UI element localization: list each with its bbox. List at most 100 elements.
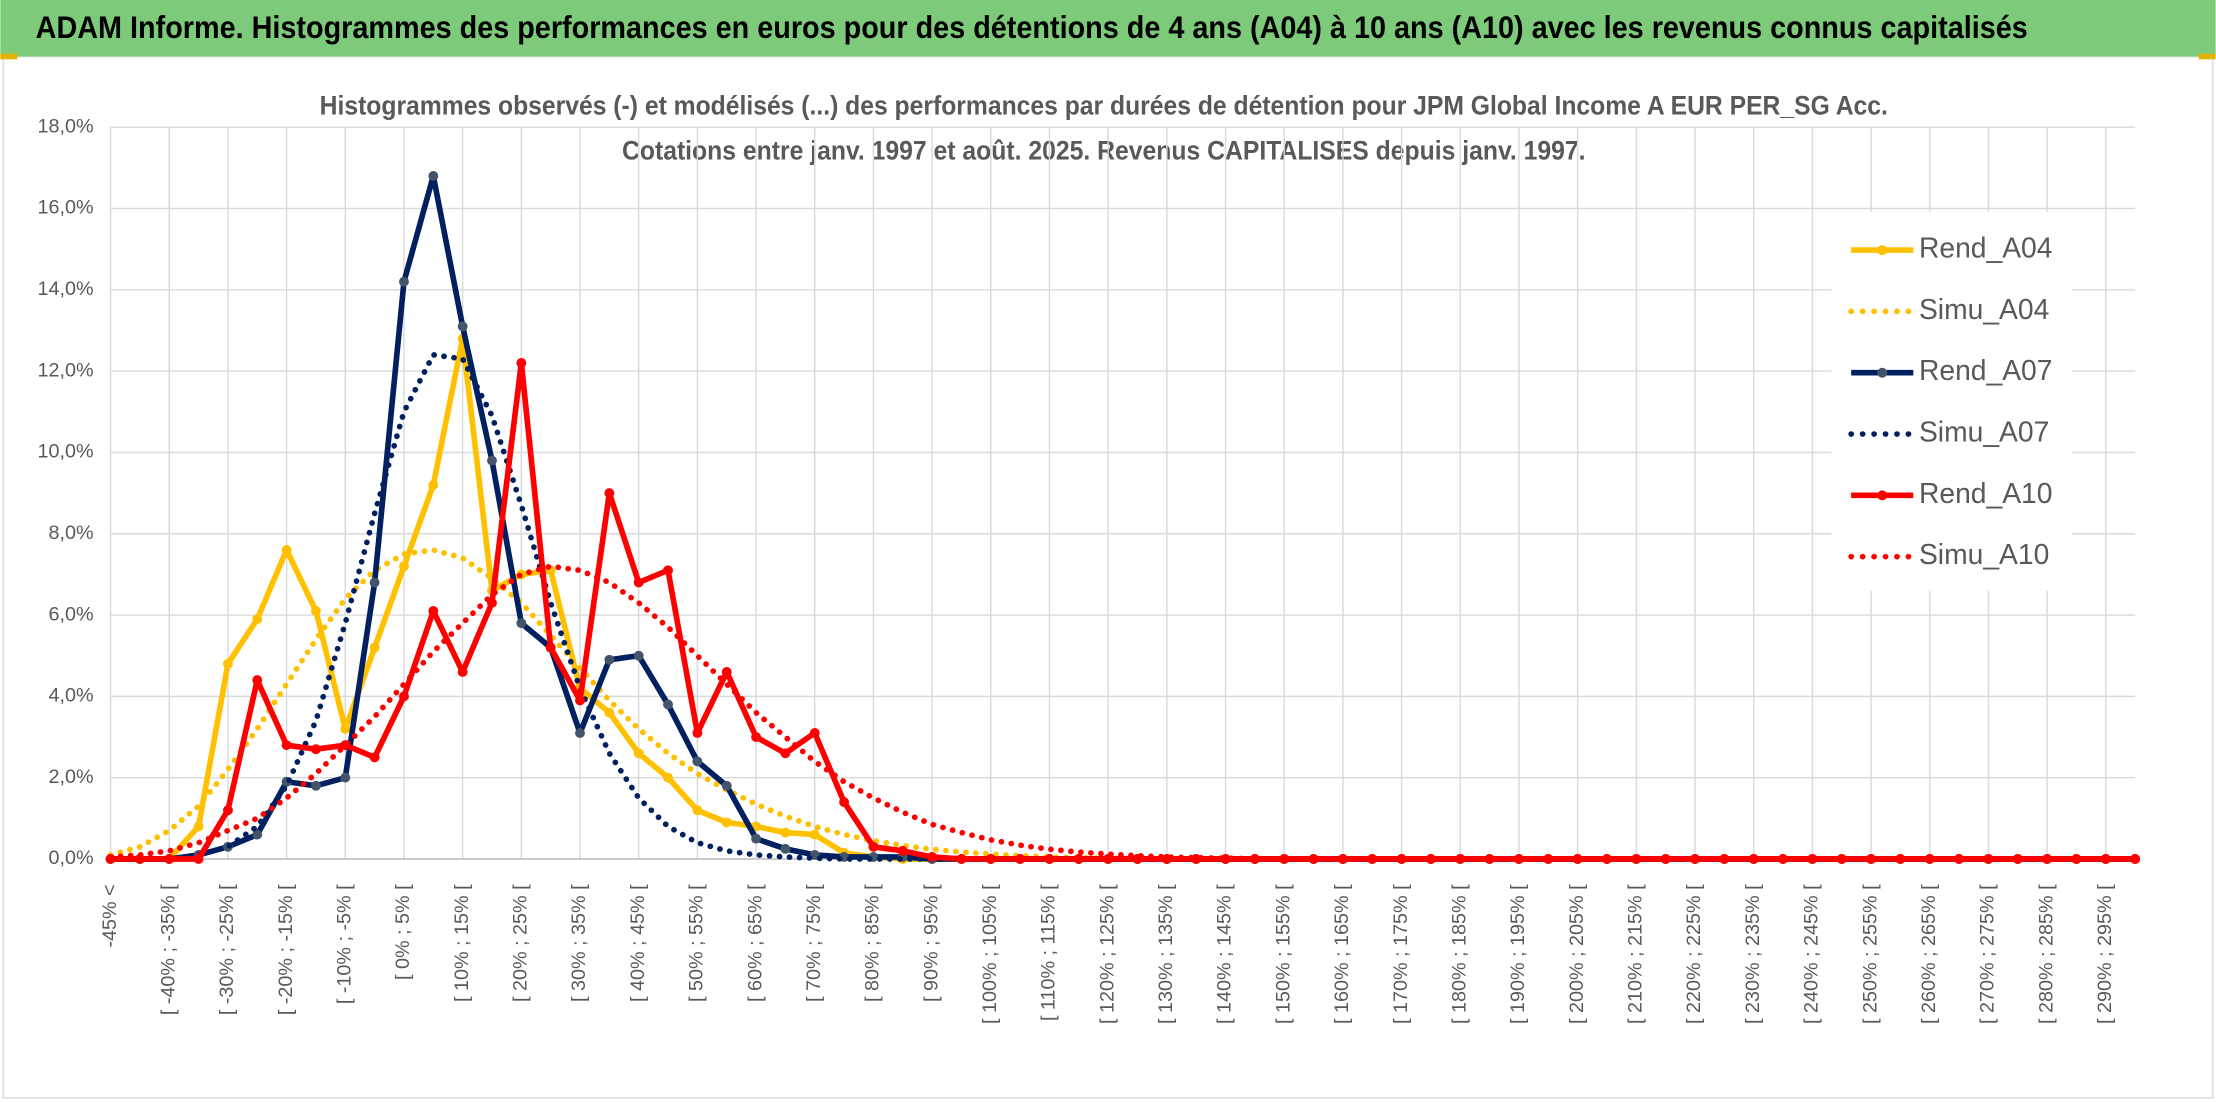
x-tick-label: [ 10% ; 15% [ [451,884,473,1002]
x-tick-label: [ 100% ; 105% [ [979,884,1001,1024]
series-marker [428,606,439,616]
x-tick-label: [ 170% ; 175% [ [1390,884,1412,1024]
legend-box [1831,211,2072,591]
x-tick-label: [ 180% ; 185% [ [1448,884,1470,1024]
x-tick-label: [ 190% ; 195% [ [1507,884,1529,1024]
corner [2198,53,2216,60]
series-marker [399,561,409,572]
x-tick-label: [ -20% ; -15% [ [275,884,297,1015]
legend-label: Simu_A10 [1919,538,2049,570]
x-tick-label: [ 110% ; 115% [ [1038,884,1060,1021]
series-marker [985,854,996,864]
series-marker [340,772,351,783]
x-tick-label: [ 200% ; 205% [ [1566,884,1588,1024]
legend-marker [1877,245,1888,256]
series-marker [780,748,791,759]
x-tick-label: [ 150% ; 155% [ [1272,884,1294,1024]
series-marker [222,805,233,816]
y-tick-label: 4,0% [49,685,94,707]
x-tick-label: [ 40% ; 45% [ [627,884,649,1002]
x-tick-label: [ 50% ; 55% [ [686,884,708,1002]
series-marker [663,565,673,576]
series-marker [252,829,263,840]
x-tick-label: [ 220% ; 225% [ [1683,884,1705,1024]
x-tick-label: [ 140% ; 145% [ [1214,884,1236,1024]
series-marker [897,845,908,856]
series-line [110,360,2136,862]
series-marker [575,728,585,738]
series-marker [428,170,439,181]
series-marker [692,756,703,767]
series-marker [1044,854,1055,864]
series-marker [310,606,321,616]
x-tick-label: -45% < [99,884,121,947]
series-marker [369,577,380,588]
series-marker [692,805,703,816]
x-tick-label: [ 240% ; 245% [ [1801,884,1823,1024]
x-tick-label: [ 130% ; 135% [ [1155,884,1177,1024]
series-marker [868,841,879,852]
y-tick-label: 0,0% [49,847,94,869]
series-marker [633,748,644,759]
legend-label: Simu_A07 [1919,415,2049,447]
chart-subtitle: Cotations entre janv. 1997 et août. 2025… [622,136,1586,166]
y-tick-label: 6,0% [49,603,94,625]
series-marker [516,618,527,629]
series-marker [663,772,673,783]
series-marker [457,667,468,677]
x-tick-label: [ 280% ; 285% [ [2035,884,2057,1024]
x-tick-label: [ 0% ; 5% [ [392,884,414,980]
series-marker [1572,854,1583,864]
x-tick-label: [ 230% ; 235% [ [1742,884,1764,1024]
header-title: ADAM Informe. Histogrammes des performan… [36,10,2028,45]
x-tick-label: [ -30% ; -25% [ [216,884,238,1015]
x-tick-label: [ 260% ; 265% [ [1918,884,1940,1024]
x-tick-label: [ 120% ; 125% [ [1096,884,1118,1024]
series-marker [809,728,820,738]
x-tick-label: [ 290% ; 295% [ [2094,884,2116,1024]
series-marker [604,707,615,718]
series-marker [193,854,204,864]
y-tick-label: 10,0% [38,441,94,463]
series-marker [1602,854,1612,864]
series-marker [604,654,615,665]
series-marker [575,695,585,706]
series-marker [780,827,791,838]
corner [0,53,18,60]
series-marker [751,833,762,844]
legend-label: Rend_A04 [1919,232,2053,264]
series-marker [340,723,351,734]
series-marker [457,321,468,332]
series-marker [839,797,850,808]
series-marker [721,667,732,677]
series-marker [252,675,263,686]
y-tick-label: 2,0% [49,766,94,788]
x-tick-label: [ 70% ; 75% [ [803,884,825,1002]
x-tick-label: [ 160% ; 165% [ [1331,884,1353,1024]
series-marker [1983,854,1994,864]
y-tick-label: 12,0% [38,359,94,381]
series-marker [780,843,791,854]
series-marker [721,780,732,791]
series-marker [956,854,967,864]
x-tick-label: [ 60% ; 65% [ [744,884,766,1002]
series-marker [516,358,527,368]
x-tick-label: [ -40% ; -35% [ [157,884,179,1015]
series-marker [604,488,615,499]
series-marker [310,780,321,791]
series-marker [633,650,644,661]
series-marker [399,691,409,702]
y-tick-label: 16,0% [38,197,94,219]
series-marker [281,740,292,751]
x-tick-label: [ 250% ; 255% [ [1859,884,1881,1024]
series-marker [428,479,439,490]
series-marker [252,614,263,625]
legend-label: Rend_A07 [1919,354,2053,386]
series-marker [164,854,175,864]
series-marker [399,276,409,287]
series-marker [545,642,556,653]
series-marker [809,829,820,840]
series-marker [721,817,732,828]
series-marker [487,455,497,466]
